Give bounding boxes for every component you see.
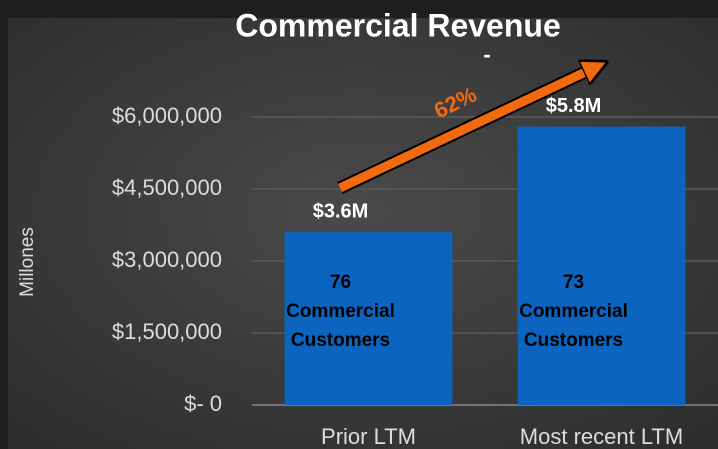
bar-note: Commercial: [286, 301, 395, 322]
arrow: [338, 67, 596, 193]
value-label: $3.6M: [313, 200, 369, 222]
x-tick-label: Prior LTM: [321, 424, 416, 449]
bar-note: 73: [563, 272, 584, 293]
y-tick-label: $6,000,000: [112, 103, 222, 128]
bar-note: Customers: [524, 330, 623, 351]
y-tick-label: $- 0: [184, 391, 222, 416]
bar-note: Customers: [291, 330, 390, 351]
chart-title: Commercial Revenue: [235, 7, 560, 43]
subtitle: -: [483, 42, 490, 67]
bar: [284, 232, 453, 405]
y-tick-label: $1,500,000: [112, 319, 222, 344]
y-tick-label: $3,000,000: [112, 247, 222, 272]
bar-note: Commercial: [519, 301, 628, 322]
value-label: $5.8M: [546, 95, 602, 117]
y-tick-label: $4,500,000: [112, 175, 222, 200]
bar: [517, 126, 686, 405]
x-tick-label: Most recent LTM: [520, 424, 683, 449]
bar-note: 76: [330, 272, 351, 293]
y-axis-label: Millones: [17, 227, 38, 297]
